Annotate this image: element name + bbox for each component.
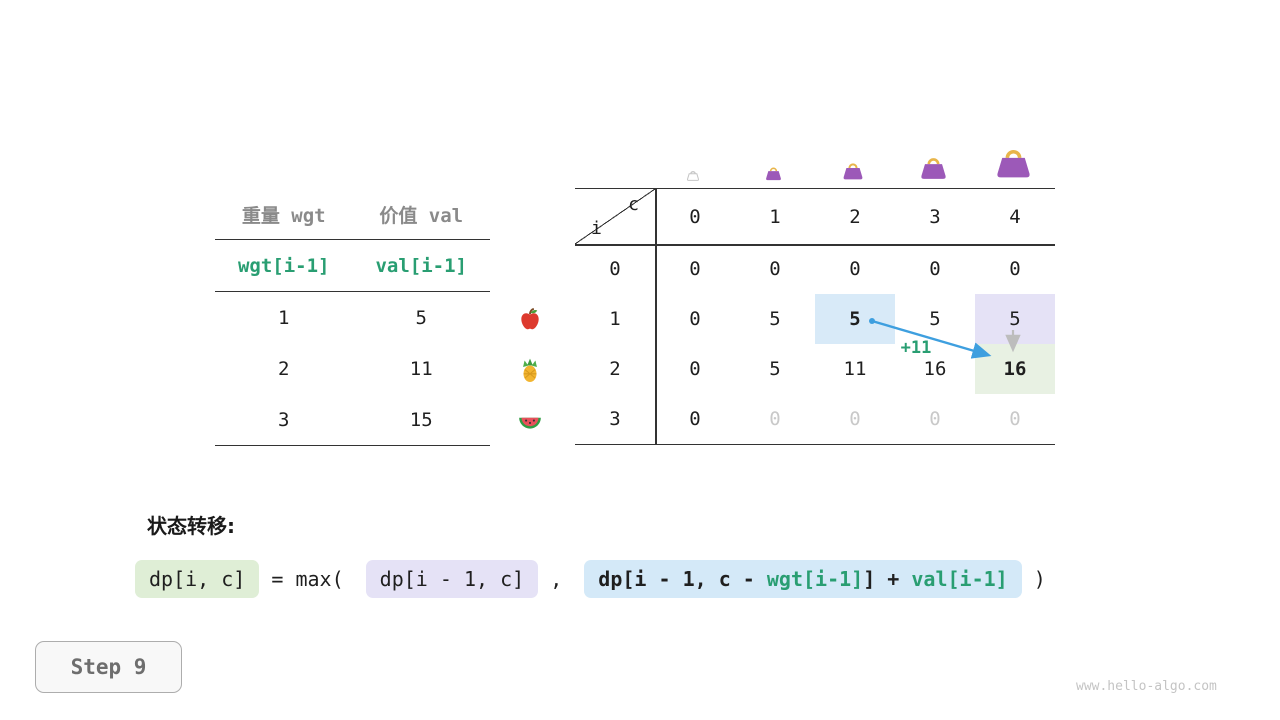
- dp-cell: 0: [1009, 258, 1021, 280]
- item-row-1: 1 5: [215, 292, 490, 343]
- weight-column-header: 重量 wgt: [241, 205, 326, 227]
- wgt-formula-label: wgt[i-1]: [237, 254, 330, 277]
- bag-small-icon: [766, 167, 781, 181]
- dp-cell: 0: [849, 258, 861, 280]
- dp-cell: 16: [923, 358, 947, 380]
- item-table-header-row: 重量 wgt 价值 val: [215, 190, 490, 240]
- val-formula-label: val[i-1]: [375, 254, 467, 277]
- dp-cell: 0: [689, 308, 701, 330]
- dp-row-header: 3: [609, 408, 621, 430]
- dp-cell: 5: [769, 308, 781, 330]
- dp-cell: 0: [769, 408, 781, 430]
- plus-value-label: +11: [900, 338, 932, 358]
- dp-cell: 0: [1009, 408, 1021, 430]
- step-badge: Step 9: [35, 641, 182, 693]
- item-row-3: 3 15: [215, 394, 490, 445]
- dp-table: c i 0 1 2 3 4 0 0 0 0 0 0 1 0 5 5 5 5 2 …: [575, 188, 1055, 445]
- bag-xlarge-icon: [997, 150, 1030, 178]
- dp-col-header: 4: [1009, 205, 1021, 228]
- dp-col-header: 2: [849, 205, 861, 228]
- dp-row-header: 0: [609, 258, 621, 280]
- dp-col-header: 3: [929, 205, 941, 228]
- dp-cell: 11: [843, 358, 867, 380]
- dp-col-header: 0: [689, 205, 701, 228]
- bag-large-icon: [921, 158, 946, 179]
- dp-cell-inherit-highlight: 5: [975, 294, 1055, 344]
- item-value: 11: [409, 357, 433, 380]
- formula-take-wgt: wgt[i-1]: [766, 567, 864, 591]
- pineapple-icon: [523, 358, 537, 383]
- dp-row-header: 1: [609, 308, 621, 330]
- formula-comma: ,: [538, 567, 575, 591]
- item-table-formula-row: wgt[i-1] val[i-1]: [215, 240, 490, 292]
- dp-table-vertical-divider: [655, 189, 657, 444]
- dp-corner-cell: c i: [575, 189, 655, 244]
- dp-cell: 0: [689, 258, 701, 280]
- formula-take-mid: ] +: [863, 567, 912, 591]
- item-weight: 3: [278, 408, 290, 431]
- bag-medium-icon: [843, 163, 863, 180]
- col-axis-label: c: [628, 194, 639, 215]
- site-watermark: www.hello-algo.com: [1076, 679, 1217, 694]
- formula-close-paren: ): [1021, 567, 1046, 591]
- dp-cell: 0: [929, 258, 941, 280]
- formula-take-val: val[i-1]: [911, 567, 1008, 591]
- item-weight: 2: [278, 357, 290, 380]
- watermelon-icon: [519, 417, 541, 429]
- transition-section-label: 状态转移:: [147, 514, 235, 538]
- dp-cell: 0: [929, 408, 941, 430]
- dp-cell-source-highlight: 5: [815, 294, 895, 344]
- item-value: 5: [415, 306, 427, 329]
- row-axis-label: i: [591, 218, 602, 239]
- formula-eq-max: = max(: [259, 567, 356, 591]
- item-value: 15: [409, 408, 433, 431]
- item-row-2: 2 11: [215, 343, 490, 394]
- dp-row-header: 2: [609, 358, 621, 380]
- step-label: Step 9: [70, 655, 147, 679]
- item-table: 重量 wgt 价值 val wgt[i-1] val[i-1] 1 5 2 11…: [215, 190, 490, 446]
- dp-cell-current-highlight: 16: [975, 344, 1055, 394]
- formula-option-inherit: dp[i - 1, c]: [365, 560, 539, 598]
- dp-cell: 5: [929, 308, 941, 330]
- bag-empty-icon: [686, 170, 700, 181]
- item-weight: 1: [278, 306, 290, 329]
- dp-cell: 0: [689, 358, 701, 380]
- formula-take-prefix: dp[i - 1, c -: [598, 567, 767, 591]
- transition-formula: dp[i, c] = max( dp[i - 1, c] , dp[i - 1,…: [135, 560, 1046, 598]
- dp-cell: 0: [769, 258, 781, 280]
- dp-table-header-divider: [575, 244, 1055, 246]
- dp-cell: 0: [849, 408, 861, 430]
- apple-icon: [521, 307, 539, 330]
- dp-cell: 0: [689, 408, 701, 430]
- formula-lhs: dp[i, c]: [135, 560, 260, 598]
- formula-option-take: dp[i - 1, c - wgt[i-1]] + val[i-1]: [584, 560, 1022, 598]
- value-column-header: 价值 val: [379, 205, 464, 227]
- dp-cell: 5: [769, 358, 781, 380]
- dp-col-header: 1: [769, 205, 781, 228]
